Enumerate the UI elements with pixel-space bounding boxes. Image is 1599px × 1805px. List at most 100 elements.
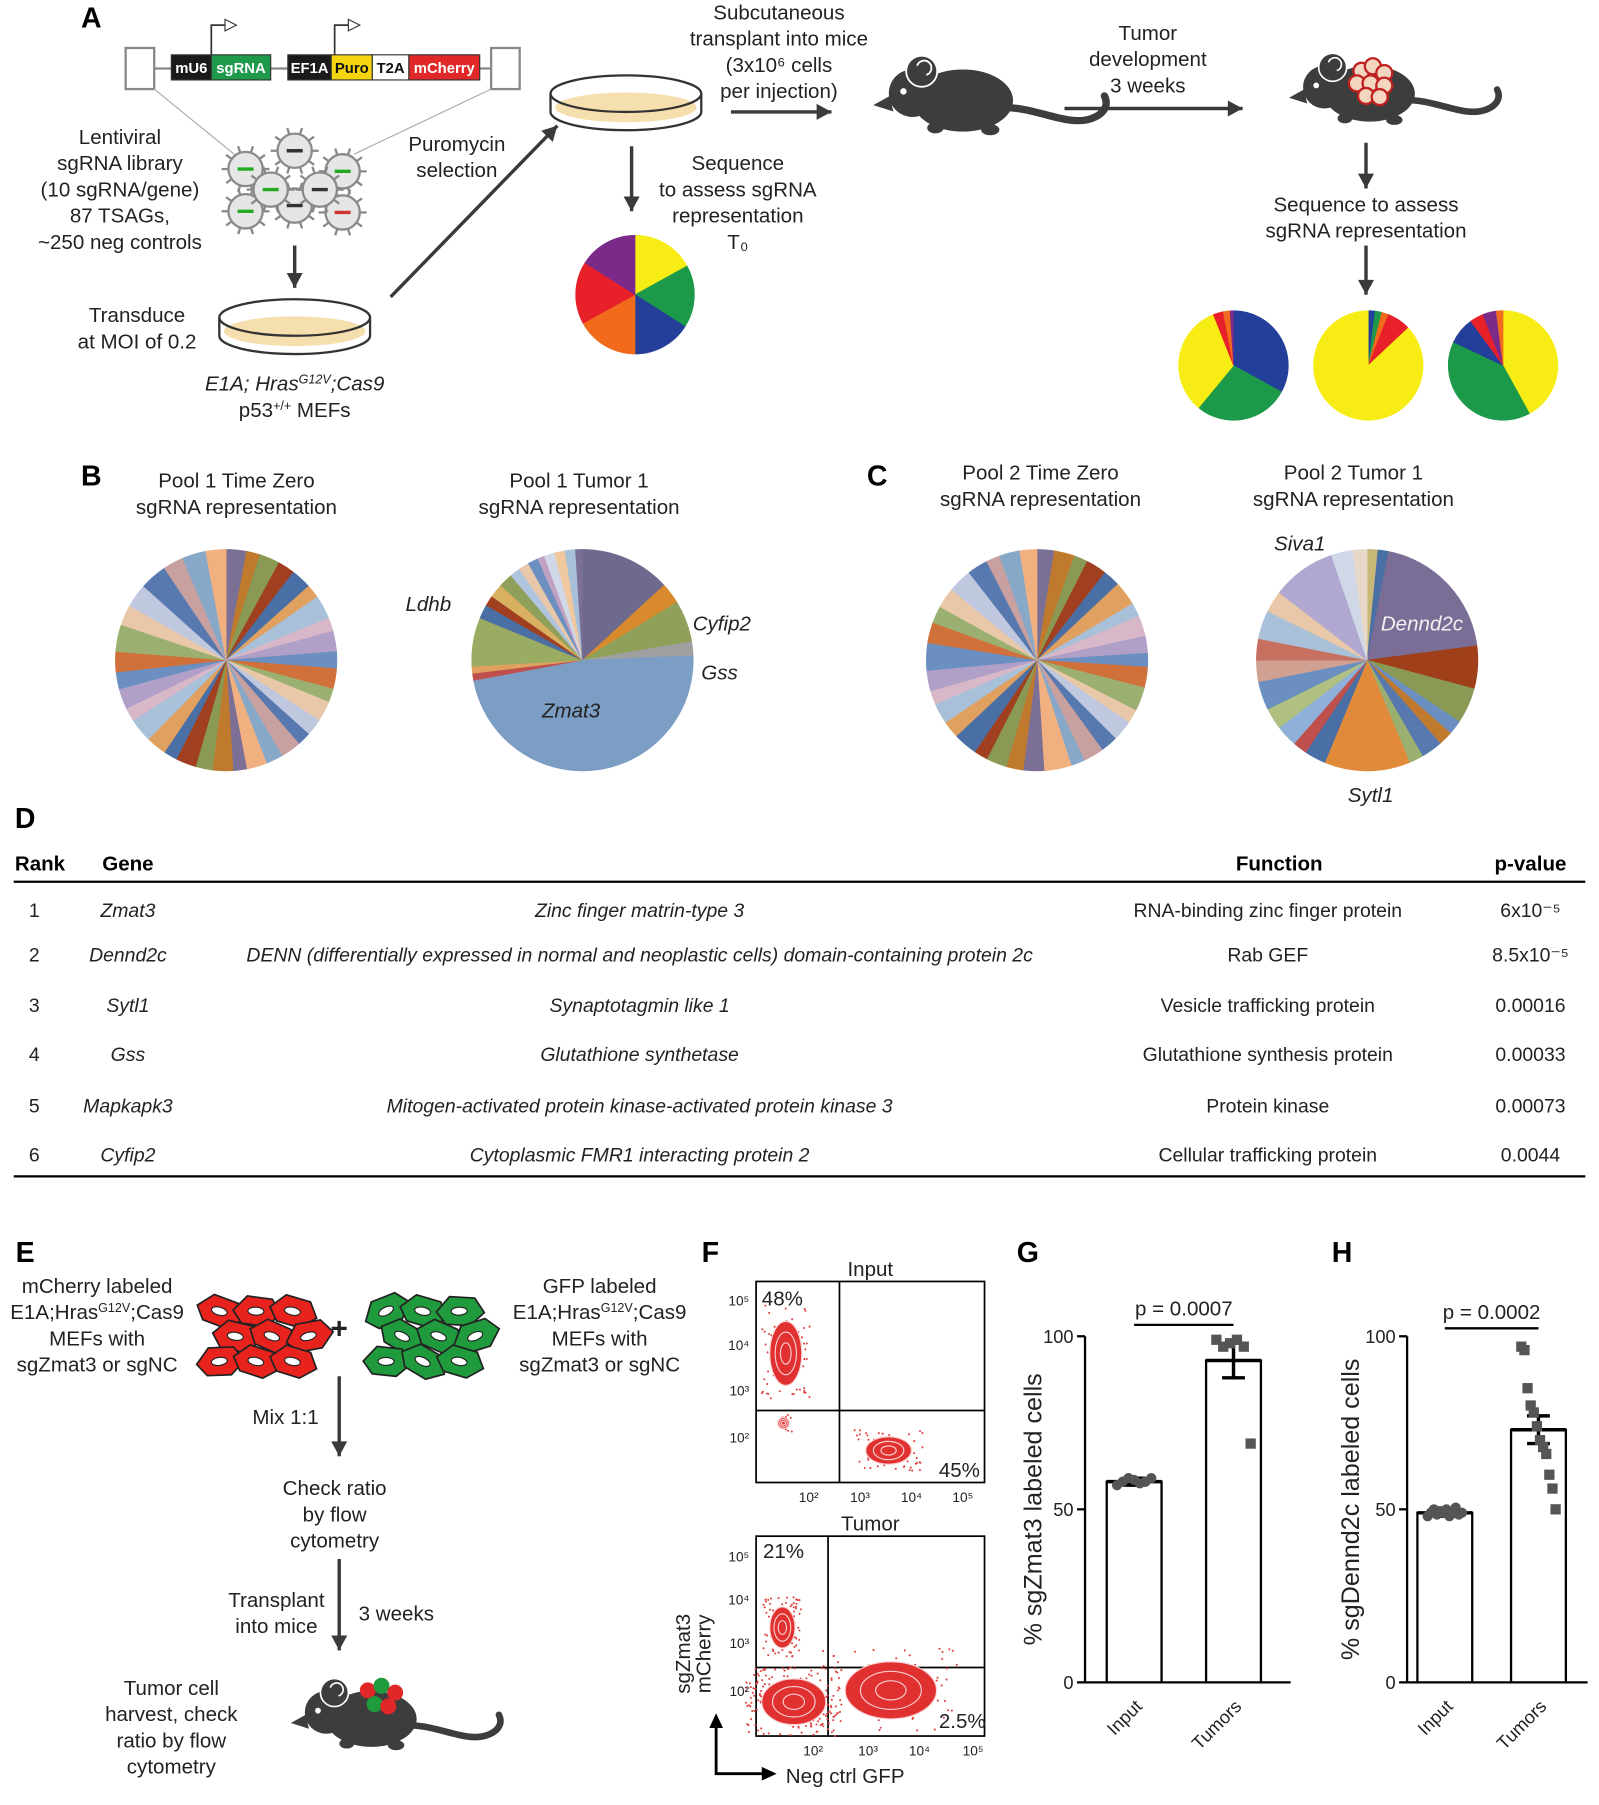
flow-event	[751, 1691, 754, 1694]
flow-event	[764, 1600, 768, 1603]
flow-event	[767, 1370, 770, 1373]
rows: Synaptotagmin like 1	[550, 995, 730, 1017]
cell-nucleus	[450, 1306, 468, 1316]
virus-spike	[311, 205, 316, 213]
flow-event	[810, 1674, 813, 1677]
header: Gene	[102, 852, 153, 875]
flow-density	[880, 1445, 897, 1456]
check: Check ratio	[283, 1477, 387, 1500]
header: Rank	[15, 852, 66, 875]
sequence-t0: to assess sgRNA	[659, 178, 817, 201]
flow-density	[769, 1320, 803, 1386]
flow-event	[755, 1708, 758, 1711]
flow-event	[908, 1468, 911, 1472]
flow-event	[906, 1460, 909, 1463]
cell-nucleus	[247, 1356, 265, 1367]
flow-event	[877, 1432, 880, 1435]
text-part: G12V	[299, 373, 333, 387]
check: by flow	[303, 1503, 367, 1526]
flow-event	[834, 1705, 837, 1708]
rows: Vesicle trafficking protein	[1161, 995, 1375, 1017]
flow-event	[793, 1667, 796, 1670]
pie-slice	[634, 294, 686, 355]
flow-event	[918, 1469, 921, 1472]
arrow-head	[761, 1766, 777, 1781]
flow-event	[782, 1675, 786, 1678]
flow-event	[826, 1718, 829, 1721]
axis-ticks: 10⁴	[901, 1490, 922, 1505]
panel-labels: B	[81, 460, 102, 492]
flow-event	[836, 1712, 839, 1715]
flow-density	[782, 1693, 806, 1710]
flow-event	[767, 1598, 770, 1601]
construct: T2A	[377, 61, 405, 77]
mouse-leg	[339, 1738, 355, 1749]
title: Pool 1 Tumor 1	[509, 470, 648, 493]
flow-event	[839, 1699, 842, 1702]
flow-event	[756, 1729, 760, 1732]
cell-nucleus	[430, 1331, 447, 1342]
flow-event	[772, 1650, 775, 1653]
ylabel: mCherry	[692, 1614, 715, 1693]
flow-event	[913, 1452, 916, 1455]
pie-slice	[1366, 551, 1478, 661]
cell-nucleus	[247, 1306, 265, 1316]
pie-slice	[575, 262, 636, 324]
labels: Ldhb	[405, 593, 451, 616]
flow-event	[822, 1713, 825, 1716]
flow-density	[781, 1420, 786, 1426]
pie-slice	[1324, 659, 1410, 772]
data-point	[1528, 1407, 1539, 1418]
flow-event	[800, 1336, 803, 1339]
flow-event	[797, 1725, 800, 1728]
flow-event	[820, 1667, 823, 1670]
cells: p53+/+ MEFs	[239, 399, 351, 422]
flow-event	[859, 1429, 862, 1432]
data-point	[1245, 1438, 1256, 1449]
mouse-eye	[1313, 82, 1320, 89]
flow-event	[785, 1601, 788, 1604]
rows: 0.00073	[1495, 1095, 1565, 1117]
selection: Puromycin	[408, 133, 505, 156]
arrow-head	[1358, 173, 1374, 189]
flow-event	[805, 1677, 808, 1680]
flow-event	[783, 1669, 786, 1672]
construct: Puro	[335, 61, 369, 77]
flow-event	[766, 1383, 769, 1386]
flow-event	[753, 1694, 756, 1697]
labels: Dennd2c	[1381, 612, 1464, 635]
pie-slice	[1313, 310, 1424, 421]
flow-event	[804, 1309, 807, 1312]
labels: Gss	[701, 662, 738, 685]
data-point	[1547, 1483, 1558, 1494]
flow-event	[768, 1332, 771, 1336]
rows: Cyfip2	[100, 1145, 155, 1167]
flow-event	[832, 1654, 835, 1657]
rows: Rab GEF	[1227, 945, 1308, 967]
flow-event	[830, 1731, 833, 1734]
right: E1A;HrasG12V;Cas9	[513, 1301, 687, 1324]
virus-spike	[307, 135, 315, 142]
yticks: 100	[1365, 1326, 1395, 1347]
arrow-head	[623, 196, 640, 212]
axis-ticks: 10²	[729, 1684, 749, 1699]
flow-event	[867, 1458, 870, 1461]
cell-nucleus	[377, 1356, 395, 1366]
tumor	[373, 1677, 390, 1694]
sequence-tumor: Sequence to assess	[1273, 193, 1458, 216]
flow-event	[771, 1609, 775, 1612]
flow-event	[832, 1719, 835, 1722]
data-point	[1541, 1448, 1552, 1460]
text-part: MEFs	[291, 399, 350, 422]
flow-event	[760, 1727, 763, 1730]
flow-event	[769, 1397, 772, 1400]
flow-event	[830, 1678, 833, 1682]
flow-event	[808, 1395, 811, 1399]
flow-event	[827, 1722, 830, 1725]
flow-event	[830, 1698, 833, 1701]
flow-event	[764, 1633, 767, 1636]
library: Lentiviral	[79, 126, 161, 149]
panel-labels: H	[1332, 1237, 1353, 1269]
ylabel: sgZmat3	[672, 1614, 695, 1694]
rows: Mitogen-activated protein kinase-activat…	[387, 1095, 893, 1117]
